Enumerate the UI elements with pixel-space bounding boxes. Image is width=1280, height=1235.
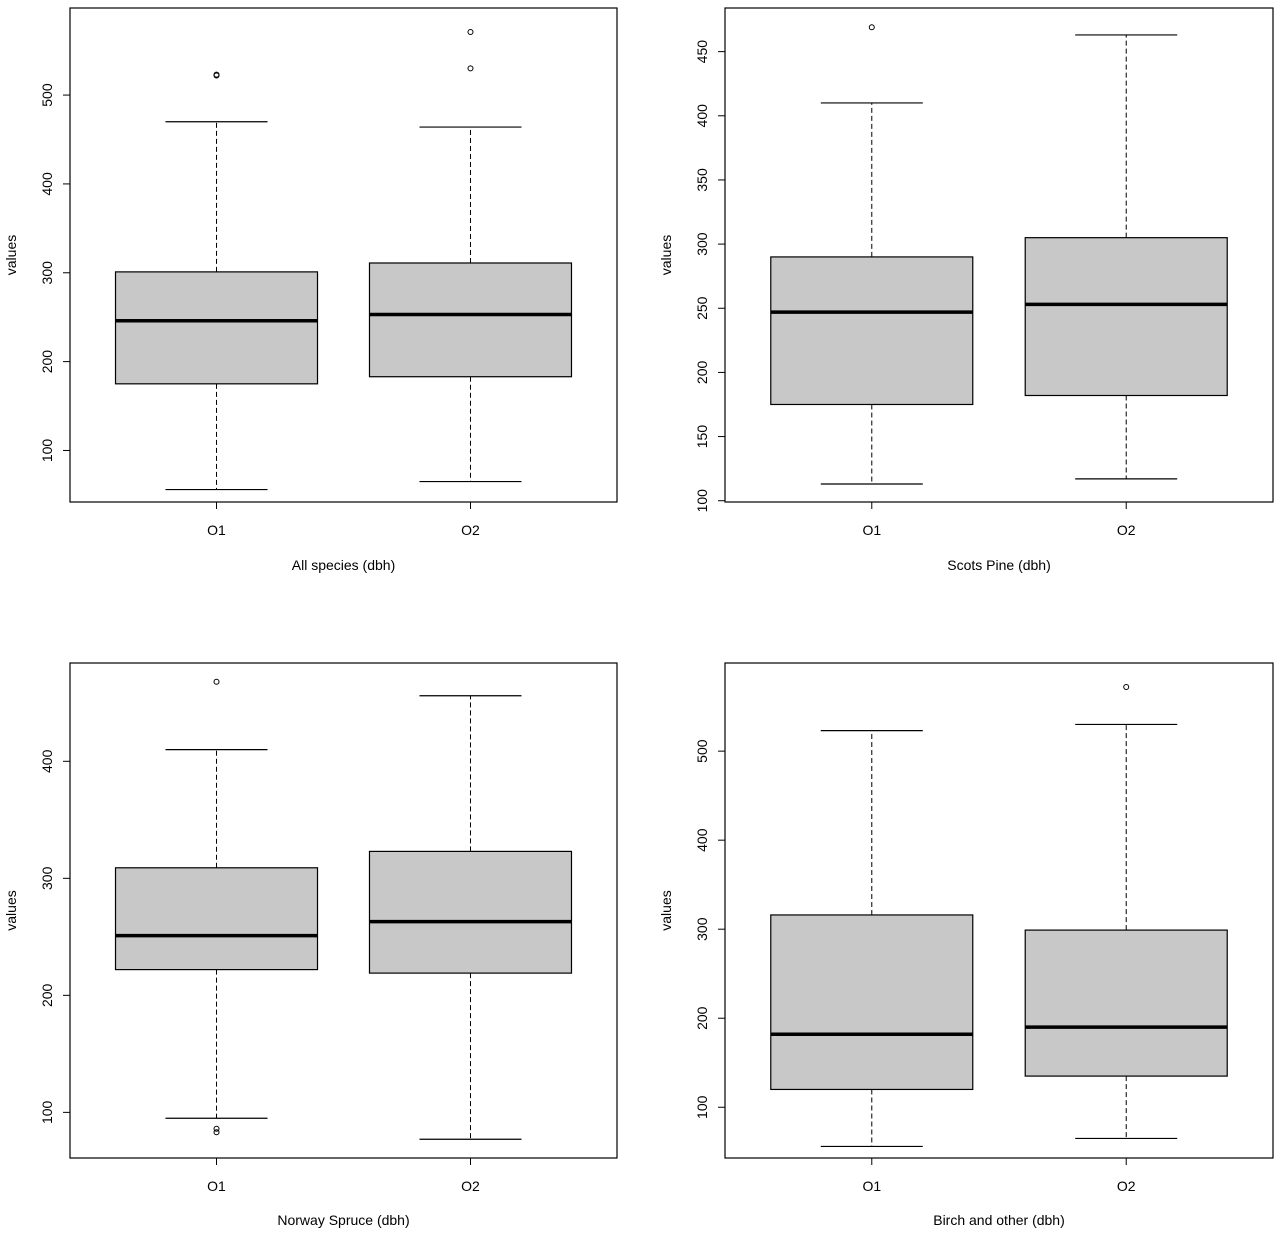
x-axis-title: All species (dbh) bbox=[292, 557, 396, 573]
y-tick-label: 200 bbox=[39, 350, 55, 374]
outlier-point bbox=[467, 65, 474, 72]
iqr-box bbox=[114, 271, 319, 385]
iqr-box bbox=[114, 867, 319, 971]
x-tick-label: O2 bbox=[1117, 1178, 1136, 1194]
boxplot-panel-4: 100 200 300 400 500 values Birch and other (db… bbox=[658, 662, 1274, 1228]
x-tick-label: O1 bbox=[207, 522, 226, 538]
box-O2: O2 bbox=[368, 695, 573, 1194]
y-tick-label: 150 bbox=[694, 425, 710, 449]
y-tick-label: 400 bbox=[694, 104, 710, 128]
x-tick-label: O2 bbox=[1117, 522, 1136, 538]
y-tick-label: 300 bbox=[694, 917, 710, 941]
iqr-box bbox=[1024, 237, 1228, 397]
y-tick-label: 200 bbox=[694, 1006, 710, 1030]
y-tick-label: 300 bbox=[39, 866, 55, 890]
y-axis-title: values bbox=[658, 235, 674, 275]
iqr-box bbox=[770, 914, 974, 1091]
box-O2: O2 bbox=[1024, 684, 1228, 1194]
x-tick-label: O2 bbox=[461, 522, 480, 538]
plot-frame bbox=[724, 7, 1274, 503]
box-O1: O1 bbox=[114, 71, 319, 538]
outlier-point bbox=[213, 71, 220, 78]
y-tick-label: 250 bbox=[694, 296, 710, 320]
x-tick-label: O1 bbox=[862, 1178, 881, 1194]
y-tick-label: 300 bbox=[39, 261, 55, 285]
boxplot-panel-3: 100 200 300 400 values Norway Spruce (dbh) O1 O… bbox=[3, 662, 618, 1228]
y-tick-label: 100 bbox=[694, 489, 710, 513]
x-tick-label: O1 bbox=[207, 1178, 226, 1194]
plot-frame bbox=[69, 662, 618, 1159]
x-axis-title: Norway Spruce (dbh) bbox=[277, 1212, 409, 1228]
y-tick-label: 350 bbox=[694, 168, 710, 192]
outlier-point bbox=[213, 1129, 220, 1136]
y-tick-label: 500 bbox=[694, 739, 710, 763]
iqr-box bbox=[368, 262, 573, 378]
box-O1: O1 bbox=[770, 24, 974, 538]
outlier-point bbox=[213, 678, 220, 685]
y-tick-label: 500 bbox=[39, 83, 55, 107]
y-tick-label: 400 bbox=[694, 828, 710, 852]
y-tick-label: 100 bbox=[39, 1100, 55, 1124]
plot-frame bbox=[69, 7, 618, 503]
y-tick-label: 400 bbox=[39, 172, 55, 196]
boxplot-panel-1: 100 200 300 400 500 values All species (dbh) O1… bbox=[3, 7, 618, 573]
outlier-point bbox=[868, 24, 875, 31]
x-tick-label: O2 bbox=[461, 1178, 480, 1194]
x-axis-title: Birch and other (dbh) bbox=[933, 1212, 1065, 1228]
x-tick-label: O1 bbox=[862, 522, 881, 538]
y-tick-label: 400 bbox=[39, 749, 55, 773]
plot-frame bbox=[724, 662, 1274, 1159]
y-axis-title: values bbox=[3, 890, 19, 930]
y-tick-label: 100 bbox=[694, 1095, 710, 1119]
y-tick-label: 300 bbox=[694, 232, 710, 256]
y-axis-title: values bbox=[658, 890, 674, 930]
box-O2: O2 bbox=[368, 28, 573, 538]
y-axis-title: values bbox=[3, 235, 19, 275]
y-tick-label: 450 bbox=[694, 40, 710, 64]
y-tick-label: 200 bbox=[694, 361, 710, 385]
x-axis-title: Scots Pine (dbh) bbox=[947, 557, 1051, 573]
outlier-point bbox=[467, 28, 474, 35]
iqr-box bbox=[368, 850, 573, 974]
outlier-point bbox=[213, 1125, 220, 1132]
boxplot-panel-2: 100 150 200 250 300 350 400 450 values Scots Pine… bbox=[658, 7, 1274, 573]
iqr-box bbox=[770, 256, 974, 406]
outlier-point bbox=[1123, 684, 1130, 691]
box-O1: O1 bbox=[770, 730, 974, 1194]
box-O1: O1 bbox=[114, 678, 319, 1194]
iqr-box bbox=[1024, 929, 1228, 1077]
box-O2: O2 bbox=[1024, 34, 1228, 538]
y-tick-label: 100 bbox=[39, 439, 55, 463]
y-tick-label: 200 bbox=[39, 983, 55, 1007]
